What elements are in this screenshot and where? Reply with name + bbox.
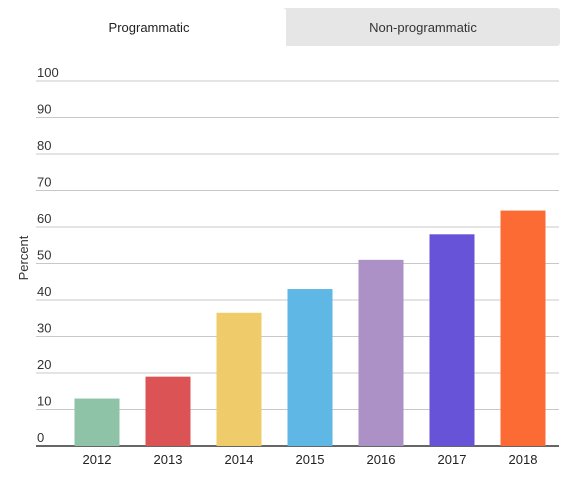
y-tick-label-0: 0 — [37, 430, 44, 445]
x-tick-label-2015: 2015 — [296, 452, 325, 467]
x-tick-label-2012: 2012 — [83, 452, 112, 467]
y-tick-label-70: 70 — [37, 175, 51, 190]
bars — [74, 210, 546, 446]
tab-programmatic[interactable]: Programmatic — [12, 8, 286, 46]
x-tick-label-2016: 2016 — [367, 452, 396, 467]
y-tick-label-50: 50 — [37, 248, 51, 263]
bar-2012[interactable] — [74, 398, 120, 446]
y-tick-label-10: 10 — [37, 394, 51, 409]
y-tick-label-20: 20 — [37, 357, 51, 372]
y-tick-label-60: 60 — [37, 211, 51, 226]
y-tick-label-30: 30 — [37, 321, 51, 336]
y-tick-label-40: 40 — [37, 284, 51, 299]
bar-2016[interactable] — [358, 259, 404, 446]
x-tick-label-2017: 2017 — [438, 452, 467, 467]
x-tick-label-2018: 2018 — [509, 452, 538, 467]
y-tick-labels: 0 10 20 30 40 50 60 70 80 90 100 — [37, 65, 59, 445]
y-tick-label-90: 90 — [37, 102, 51, 117]
x-tick-labels: 2012 2013 2014 2015 2016 2017 2018 — [83, 452, 538, 467]
x-tick-label-2014: 2014 — [225, 452, 254, 467]
bar-2015[interactable] — [287, 289, 333, 446]
chart-tabs: Programmatic Non-programmatic — [12, 8, 560, 46]
y-axis-label: Percent — [16, 235, 31, 280]
tab-non-programmatic[interactable]: Non-programmatic — [369, 19, 477, 35]
bar-2018[interactable] — [500, 210, 546, 446]
y-tick-label-100: 100 — [37, 65, 59, 80]
bar-2017[interactable] — [429, 234, 475, 446]
chart-area: 0 10 20 30 40 50 60 70 80 90 100 2012 2013 2014 2015 2… — [0, 46, 569, 480]
x-tick-label-2013: 2013 — [154, 452, 183, 467]
y-tick-label-80: 80 — [37, 138, 51, 153]
bar-2013[interactable] — [145, 376, 191, 446]
bar-2014[interactable] — [216, 312, 262, 446]
